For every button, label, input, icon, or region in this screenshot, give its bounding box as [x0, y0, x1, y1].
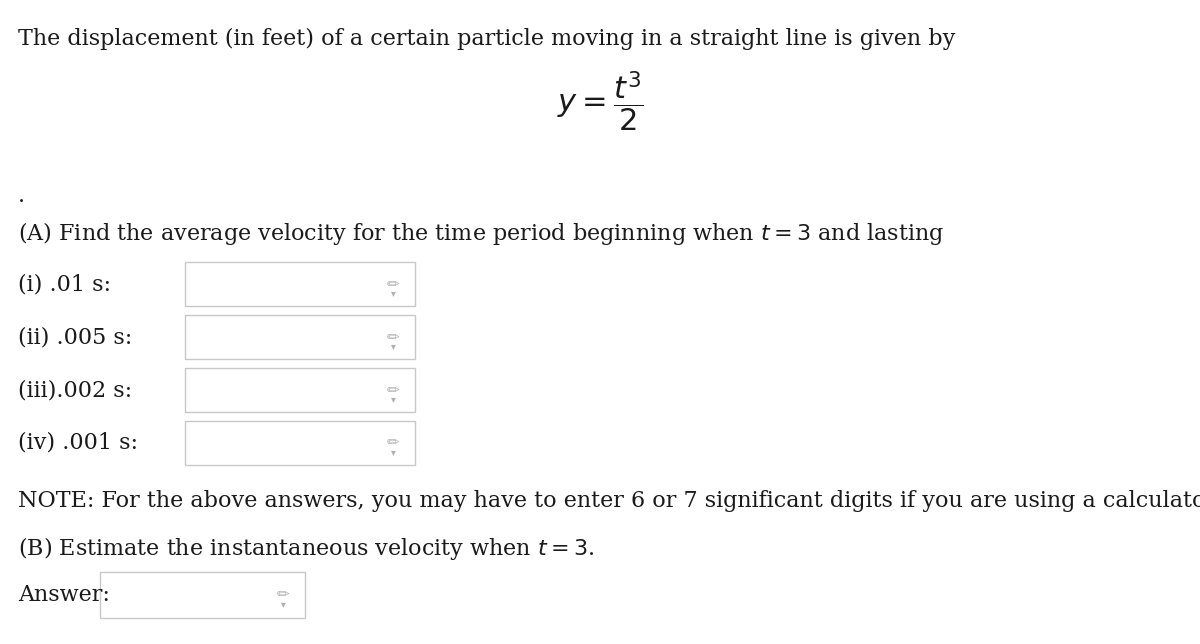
Text: (B) Estimate the instantaneous velocity when $t = 3$.: (B) Estimate the instantaneous velocity … [18, 535, 594, 562]
Text: ▾: ▾ [390, 341, 396, 351]
Text: (i) .01 s:: (i) .01 s: [18, 273, 112, 295]
Text: ✏: ✏ [386, 276, 400, 292]
Text: (ii) .005 s:: (ii) .005 s: [18, 326, 132, 348]
FancyBboxPatch shape [185, 421, 415, 465]
FancyBboxPatch shape [185, 368, 415, 412]
Text: ▾: ▾ [390, 288, 396, 298]
Text: ▾: ▾ [390, 394, 396, 404]
Text: (iv) .001 s:: (iv) .001 s: [18, 432, 138, 454]
Text: The displacement (in feet) of a certain particle moving in a straight line is gi: The displacement (in feet) of a certain … [18, 28, 955, 50]
Text: .: . [18, 185, 25, 207]
Text: NOTE: For the above answers, you may have to enter 6 or 7 significant digits if : NOTE: For the above answers, you may hav… [18, 490, 1200, 512]
Text: ✏: ✏ [277, 587, 289, 603]
FancyBboxPatch shape [185, 262, 415, 306]
Text: ▾: ▾ [281, 599, 286, 609]
Text: $y = \dfrac{t^3}{2}$: $y = \dfrac{t^3}{2}$ [557, 70, 643, 134]
FancyBboxPatch shape [185, 315, 415, 359]
Text: (iii).002 s:: (iii).002 s: [18, 379, 132, 401]
Text: Answer:: Answer: [18, 584, 110, 606]
Text: ✏: ✏ [386, 435, 400, 451]
Text: ✏: ✏ [386, 383, 400, 397]
Text: (A) Find the average velocity for the time period beginning when $t = 3$ and las: (A) Find the average velocity for the ti… [18, 220, 944, 247]
FancyBboxPatch shape [100, 572, 305, 618]
Text: ✏: ✏ [386, 330, 400, 345]
Text: ▾: ▾ [390, 447, 396, 457]
